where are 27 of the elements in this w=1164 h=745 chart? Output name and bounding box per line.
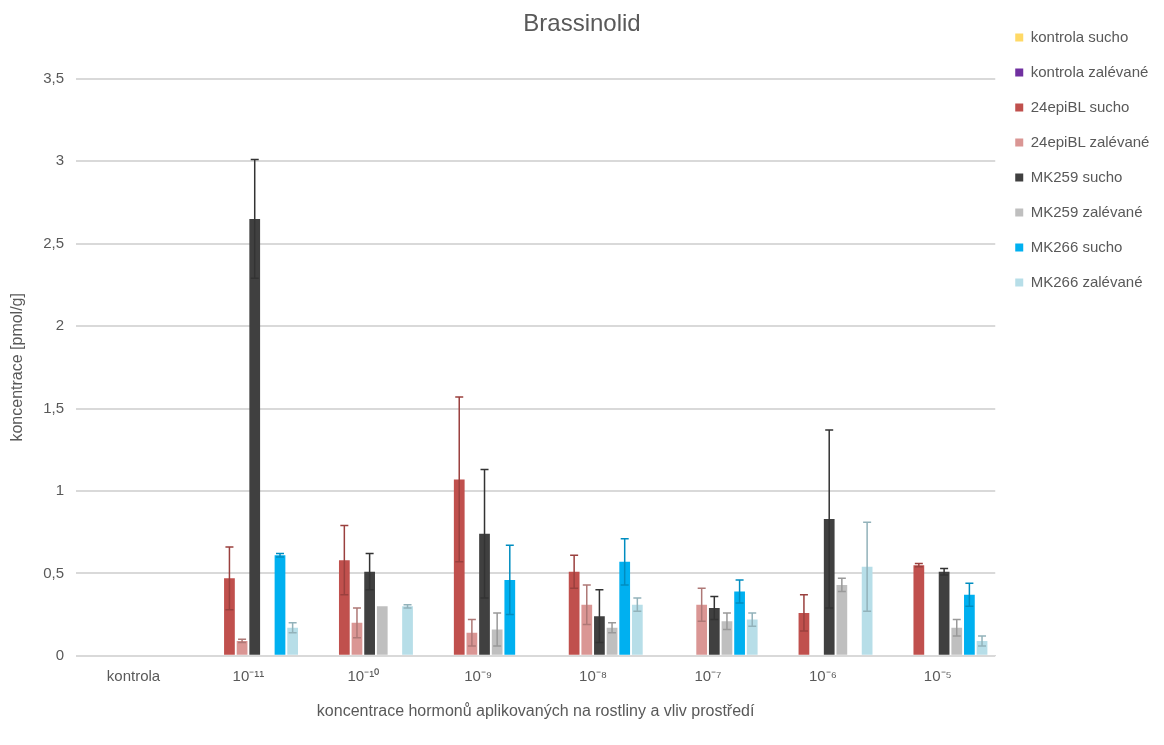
chart-title: Brassinolid	[523, 9, 641, 37]
legend-label: kontrola sucho	[1030, 27, 1129, 45]
y-tick-label: 0	[55, 645, 65, 663]
x-tick-label: 10⁻⁹	[464, 666, 493, 684]
x-tick-label: 10⁻⁸	[579, 666, 608, 684]
y-tick-label: 3,5	[43, 68, 65, 86]
y-tick-label: 2	[55, 316, 65, 334]
y-tick-label: 1,5	[43, 398, 65, 416]
y-tick-label: 0,5	[43, 563, 65, 581]
y-axis-title: koncentrace [pmol/g]	[8, 293, 26, 442]
legend-label: 24epiBL sucho	[1030, 97, 1130, 115]
x-tick-label: 10⁻⁵	[923, 666, 952, 684]
legend-label: MK259 zalévané	[1030, 202, 1143, 220]
y-tick-label: 2,5	[43, 233, 65, 251]
x-tick-label: 10⁻¹¹	[232, 666, 265, 684]
legend-label: 24epiBL zalévané	[1030, 132, 1150, 150]
legend-label: kontrola zalévané	[1030, 62, 1149, 80]
x-axis-title: koncentrace hormonů aplikovaných na rostliny a vliv prostředí	[316, 701, 755, 719]
legend-label: MK259 sucho	[1030, 167, 1123, 185]
x-tick-label: 10⁻¹⁰	[347, 666, 380, 684]
legend-label: MK266 zalévané	[1030, 272, 1143, 290]
y-tick-label: 1	[55, 481, 65, 499]
x-tick-label: kontrola	[106, 666, 161, 684]
x-tick-label: 10⁻⁶	[808, 666, 837, 684]
legend-label: MK266 sucho	[1030, 237, 1123, 255]
y-tick-label: 3	[55, 151, 65, 169]
x-tick-label: 10⁻⁷	[694, 666, 722, 684]
